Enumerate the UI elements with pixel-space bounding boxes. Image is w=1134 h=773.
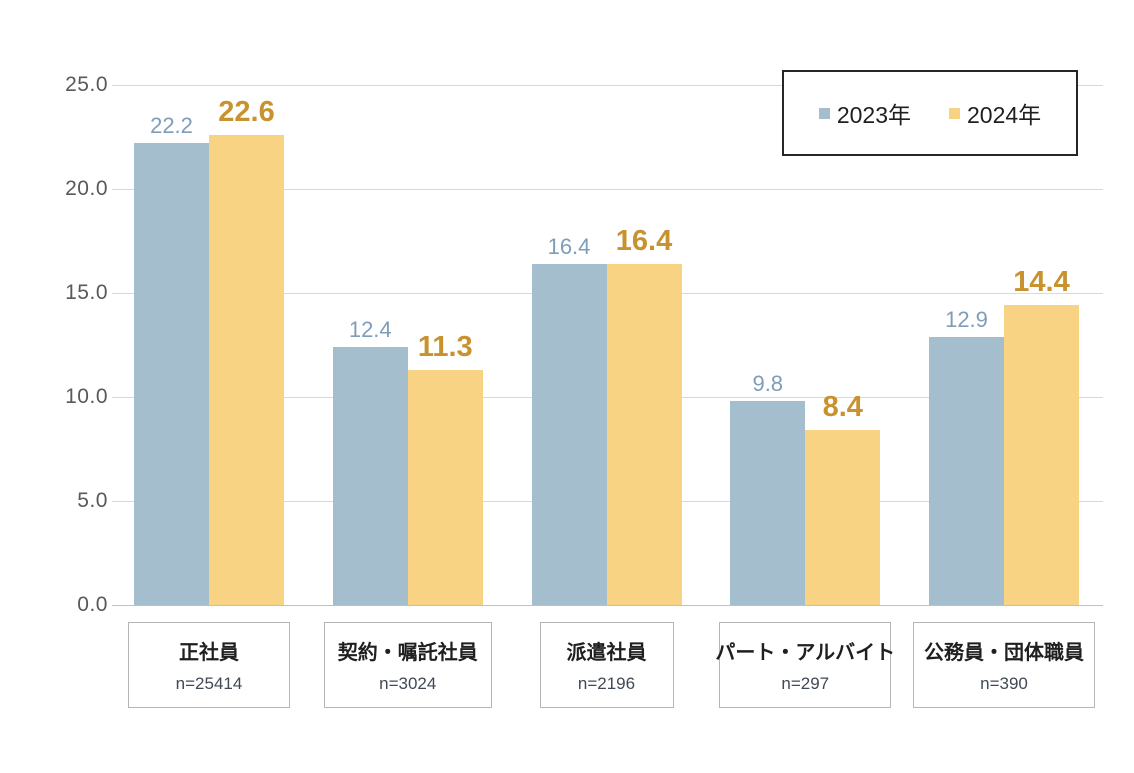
y-axis-tick-label: 25.0 (65, 73, 108, 96)
category-sample-size: n=25414 (175, 674, 243, 693)
category-sample-size: n=390 (980, 674, 1028, 693)
gridline (112, 85, 1103, 86)
bar-2023-category-5: 12.9 (929, 307, 1004, 605)
category-box-3: 派遣社員 n=2196 (539, 622, 674, 708)
category-box-2: 契約・嘱託社員 n=3024 (323, 622, 492, 708)
bar-value-label-2024: 11.3 (417, 330, 473, 363)
legend-items: 2023年 2024年 (818, 96, 1041, 130)
category-sample-size: n=2196 (577, 674, 636, 693)
bar-value-label-2023: 9.8 (752, 371, 784, 397)
bar-2024-category-5: 14.4 (1004, 266, 1079, 605)
bar-2023-category-4: 9.8 (730, 371, 806, 605)
y-axis-tick-label: 5.0 (77, 489, 108, 512)
bar-value-label-2023: 12.4 (348, 317, 392, 343)
y-axis-tick-label: 0.0 (77, 593, 108, 616)
bar-2024-category-1: 22.6 (209, 96, 284, 605)
bar-value-label-2023: 22.2 (150, 113, 193, 139)
bar-group-category-4: 9.8 8.4 (730, 85, 881, 605)
bar-value-label-2024: 16.4 (615, 224, 673, 257)
bar-2023-category-2: 12.4 (332, 317, 408, 605)
legend-item-2024: 2024年 (949, 96, 1041, 130)
legend-item-2023: 2023年 (818, 96, 911, 130)
x-axis-baseline (112, 605, 1103, 606)
bar-2024-category-2: 11.3 (407, 331, 483, 605)
bar-group-category-5: 12.9 14.4 (929, 85, 1079, 605)
category-box-1: 正社員 n=25414 (128, 622, 290, 708)
category-box-4: パート・アルバイト n=297 (715, 622, 895, 708)
bar-value-label-2024: 22.6 (218, 95, 275, 128)
y-axis-tick-label: 20.0 (65, 177, 108, 200)
legend-marker-icon-2024 (949, 107, 960, 119)
legend: 2023年 2024年 (782, 70, 1078, 156)
category-name: 公務員・団体職員 (924, 642, 1084, 664)
gridline (112, 189, 1103, 190)
bar-value-label-2023: 16.4 (547, 233, 591, 259)
legend-label-2023: 2023年 (836, 102, 911, 128)
y-axis-tick-label: 15.0 (65, 281, 108, 304)
legend-label-2024: 2024年 (967, 102, 1042, 128)
plot-area: 22.2 22.6 12.4 11.3 16.4 16.4 9.8 8.4 12.9 14.4 (112, 85, 1103, 606)
bar-2024-category-3: 16.4 (606, 225, 682, 605)
category-name: パート・アルバイト (715, 642, 896, 664)
bar-2024-category-4: 8.4 (805, 391, 881, 605)
category-name: 正社員 (179, 642, 239, 664)
bar-groups: 22.2 22.6 12.4 11.3 16.4 16.4 9.8 8.4 12.9 14.4 (112, 85, 1103, 605)
category-name: 派遣社員 (566, 642, 647, 664)
category-sample-size: n=3024 (379, 674, 437, 693)
bar-value-label-2024: 14.4 (1013, 266, 1070, 299)
legend-marker-icon-2023 (818, 107, 830, 119)
category-sample-size: n=297 (781, 674, 830, 693)
bar-group-category-3: 16.4 16.4 (531, 85, 682, 605)
category-name: 契約・嘱託社員 (337, 642, 478, 664)
bar-group-category-2: 12.4 11.3 (332, 85, 483, 605)
bar-value-label-2023: 12.9 (945, 306, 988, 332)
bar-2023-category-1: 22.2 (134, 113, 209, 605)
bar-value-label-2024: 8.4 (822, 391, 863, 424)
bar-2023-category-3: 16.4 (531, 234, 607, 605)
y-axis-tick-label: 10.0 (65, 385, 108, 408)
category-box-5: 公務員・団体職員 n=390 (913, 622, 1095, 708)
bar-group-category-1: 22.2 22.6 (134, 85, 284, 605)
